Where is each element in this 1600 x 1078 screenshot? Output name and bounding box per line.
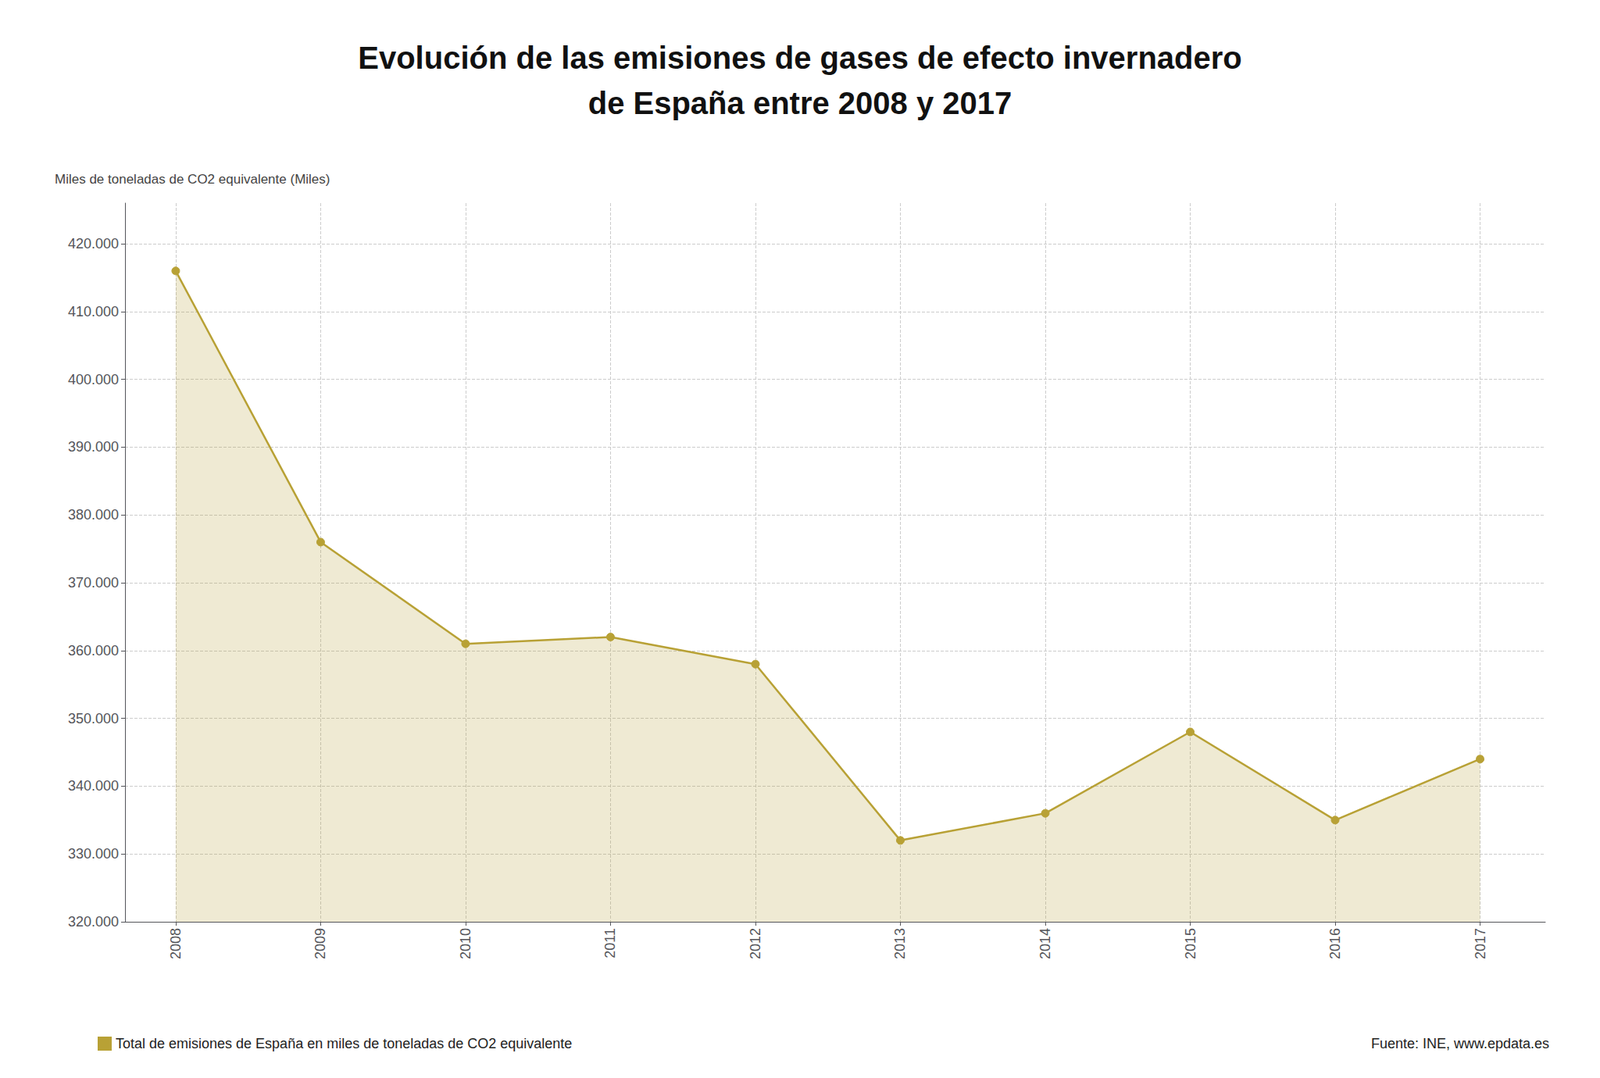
svg-text:370.000: 370.000 — [67, 575, 119, 591]
svg-text:390.000: 390.000 — [67, 439, 119, 455]
svg-text:2016: 2016 — [1327, 928, 1343, 960]
svg-text:2008: 2008 — [167, 928, 184, 960]
svg-text:Miles de toneladas de CO2 equi: Miles de toneladas de CO2 equivalente (M… — [54, 171, 330, 187]
svg-text:Total de emisiones de España e: Total de emisiones de España en miles de… — [115, 1035, 572, 1052]
svg-text:2011: 2011 — [602, 928, 618, 959]
svg-text:2010: 2010 — [457, 928, 474, 960]
svg-text:2012: 2012 — [747, 928, 764, 960]
svg-text:410.000: 410.000 — [67, 303, 119, 320]
svg-text:2014: 2014 — [1037, 928, 1054, 960]
svg-text:2013: 2013 — [892, 928, 908, 960]
svg-text:2009: 2009 — [312, 928, 329, 960]
svg-text:320.000: 320.000 — [67, 914, 119, 930]
svg-text:Fuente: INE, www.epdata.es: Fuente: INE, www.epdata.es — [1371, 1035, 1550, 1052]
svg-text:Evolución de las emisiones de: Evolución de las emisiones de gases de e… — [357, 40, 1243, 75]
svg-text:2015: 2015 — [1182, 928, 1199, 960]
svg-text:2017: 2017 — [1472, 928, 1489, 960]
svg-text:de España entre 2008 y 2017: de España entre 2008 y 2017 — [588, 85, 1013, 121]
svg-text:400.000: 400.000 — [67, 371, 119, 388]
svg-text:340.000: 340.000 — [67, 778, 119, 794]
svg-text:360.000: 360.000 — [67, 642, 119, 659]
svg-text:380.000: 380.000 — [67, 507, 119, 523]
svg-text:420.000: 420.000 — [67, 235, 119, 252]
svg-text:330.000: 330.000 — [67, 846, 119, 862]
svg-text:350.000: 350.000 — [67, 710, 119, 727]
